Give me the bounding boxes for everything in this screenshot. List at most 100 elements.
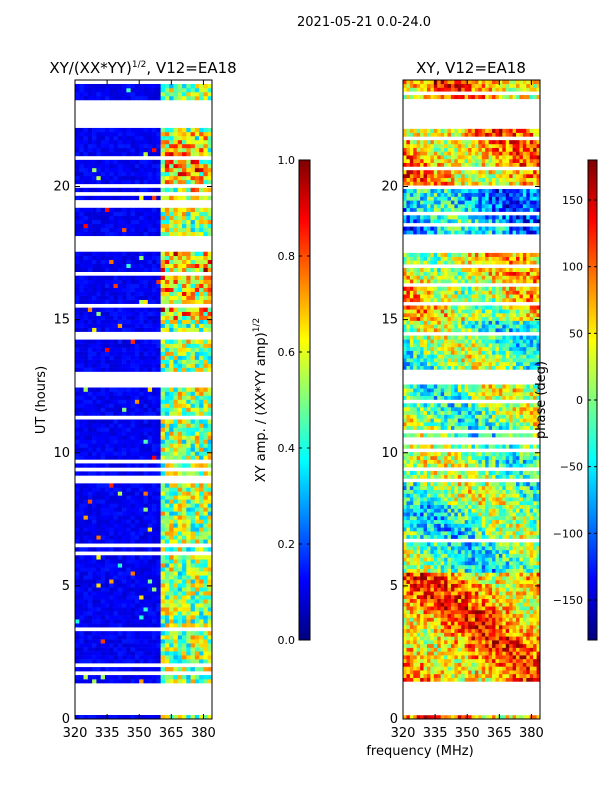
amplitude-cell: [194, 563, 200, 568]
amplitude-cell: [190, 643, 196, 648]
amplitude-cell: [139, 91, 144, 97]
amplitude-cell: [156, 631, 161, 636]
amplitude-cell: [147, 555, 153, 560]
amplitude-cell: [139, 623, 144, 628]
amplitude-cell: [194, 643, 200, 648]
amplitude-cell: [113, 443, 119, 448]
amplitude-cell: [173, 555, 179, 560]
amplitude-cell: [169, 251, 174, 257]
amplitude-cell: [79, 359, 84, 364]
amplitude-cell: [83, 347, 89, 352]
phase-cell: [430, 632, 435, 637]
amplitude-cell: [117, 555, 123, 560]
phase-cell: [447, 579, 452, 584]
amplitude-cell: [122, 295, 127, 300]
amplitude-cell: [186, 159, 191, 165]
amplitude-cell: [199, 507, 204, 512]
amplitude-cell: [134, 575, 140, 580]
amplitude-cell: [182, 651, 187, 656]
amplitude-cell: [139, 139, 144, 145]
amplitude-cell: [109, 403, 114, 408]
phase-cell: [416, 576, 421, 581]
amplitude-cell: [177, 347, 183, 352]
amplitude-cell: [169, 219, 174, 225]
amplitude-cell: [173, 411, 179, 416]
amplitude-cell: [79, 575, 84, 580]
phase-cell: [450, 643, 455, 648]
phase-cell: [492, 587, 496, 592]
amplitude-cell: [152, 615, 157, 620]
amplitude-cell: [182, 555, 187, 560]
amplitude-cell: [190, 279, 196, 284]
amplitude-cell: [194, 171, 200, 177]
amplitude-cell: [164, 215, 170, 221]
amplitude-cell: [130, 139, 136, 145]
amplitude-cell: [203, 215, 209, 221]
amplitude-cell: [126, 163, 131, 169]
amplitude-cell: [190, 163, 196, 169]
amplitude-cell: [139, 363, 144, 368]
amplitude-cell: [147, 571, 153, 576]
amplitude-cell: [134, 211, 140, 217]
amplitude-cell: [79, 307, 84, 312]
phase-cell: [468, 576, 472, 581]
amplitude-cell: [177, 251, 183, 257]
phase-cell: [406, 677, 411, 682]
amplitude-cell: [177, 575, 183, 580]
amplitude-cell: [109, 275, 114, 280]
phase-cell: [512, 613, 517, 618]
amplitude-cell: [117, 455, 123, 460]
amplitude-cell: [164, 143, 170, 149]
amplitude-cell: [130, 163, 136, 169]
amplitude-cell: [126, 443, 131, 448]
phase-cell: [495, 617, 500, 622]
amplitude-cell: [75, 591, 80, 596]
amplitude-cell: [147, 327, 153, 332]
phase-cell: [516, 636, 520, 641]
amplitude-cell: [182, 463, 187, 468]
amplitude-cell: [139, 147, 144, 153]
amplitude-cell: [126, 403, 131, 408]
phase-cell: [481, 677, 486, 682]
amplitude-cell: [130, 87, 136, 93]
amplitude-cell: [207, 647, 212, 652]
amplitude-cell: [83, 567, 89, 572]
phase-cell: [516, 625, 520, 630]
amplitude-cell: [194, 535, 200, 540]
phase-cell: [471, 715, 476, 719]
amplitude-cell: [126, 359, 131, 364]
phase-cell: [502, 670, 507, 675]
amplitude-cell: [152, 575, 157, 580]
amplitude-cell: [177, 643, 183, 648]
amplitude-cell: [152, 431, 157, 436]
amplitude-cell: [190, 463, 196, 468]
amplitude-cell: [177, 583, 183, 588]
amplitude-cell: [203, 559, 209, 564]
amplitude-cell: [104, 187, 110, 193]
amplitude-cell: [164, 147, 170, 153]
amplitude-cell: [104, 575, 110, 580]
phase-cell: [474, 579, 479, 584]
amplitude-cell: [194, 651, 200, 656]
amplitude-cell: [164, 435, 170, 440]
amplitude-cell: [92, 159, 97, 165]
amplitude-cell: [199, 219, 204, 225]
phase-cell: [440, 613, 445, 618]
amplitude-cell: [139, 487, 144, 492]
amplitude-cell: [182, 387, 187, 392]
amplitude-cell: [147, 615, 153, 620]
amplitude-cell: [160, 435, 166, 440]
amplitude-cell: [203, 283, 209, 288]
amplitude-cell: [173, 515, 179, 520]
amplitude-cell: [177, 587, 183, 592]
amplitude-cell: [126, 419, 131, 424]
amplitude-cell: [173, 623, 179, 628]
amplitude-cell: [203, 223, 209, 229]
phase-cell: [502, 636, 507, 641]
amplitude-cell: [139, 251, 144, 257]
amplitude-cell: [113, 263, 119, 268]
amplitude-cell: [194, 547, 200, 552]
amplitude-cell: [156, 207, 161, 213]
phase-cell: [409, 670, 414, 675]
